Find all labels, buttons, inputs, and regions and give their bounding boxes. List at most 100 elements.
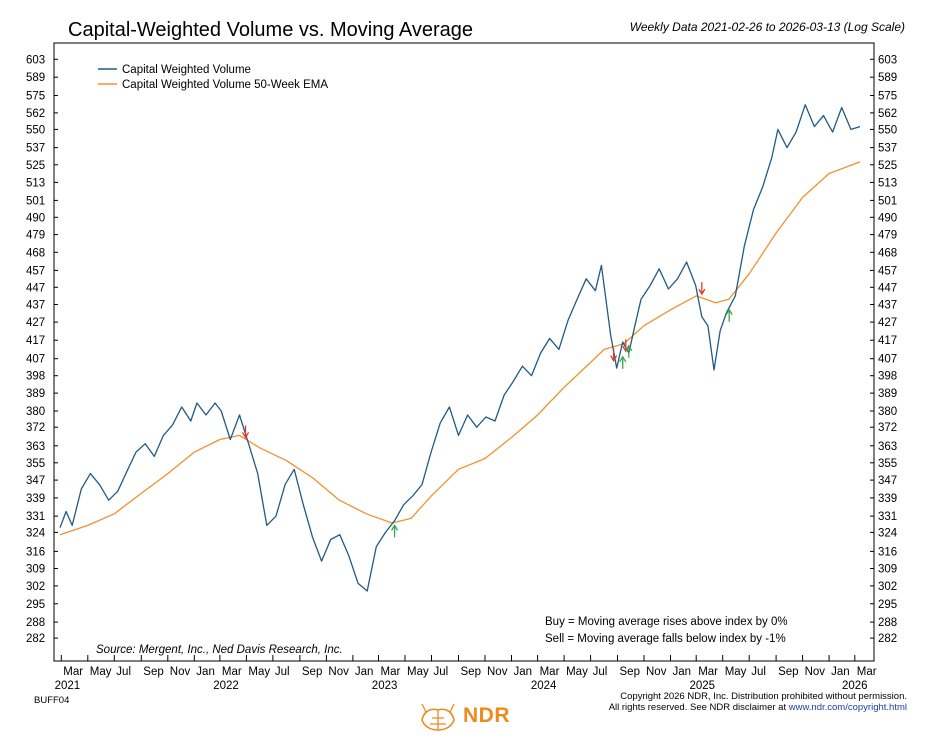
copyright-block: Copyright 2026 NDR, Inc. Distribution pr… <box>609 691 907 713</box>
x-tick-label: Sep <box>620 666 640 678</box>
x-tick-label: Sep <box>461 666 481 678</box>
y-tick-label-right: 347 <box>878 475 897 487</box>
x-tick-label: Mar <box>381 666 401 678</box>
buy-signal-arrow <box>391 524 399 538</box>
chart-subtitle: Weekly Data 2021-02-26 to 2026-03-13 (Lo… <box>630 20 905 34</box>
volume-line <box>59 104 861 592</box>
y-tick-label-right: 575 <box>878 91 897 103</box>
y-tick-label-left: 363 <box>26 441 45 453</box>
x-year-label: 2022 <box>213 680 239 692</box>
legend: Capital Weighted Volume Capital Weighted… <box>98 64 328 91</box>
sell-signal-arrow <box>241 425 250 439</box>
x-tick-label: Sep <box>143 666 163 678</box>
y-tick-label-right: 331 <box>878 511 897 523</box>
buy-signal-arrow <box>619 355 627 369</box>
y-tick-label-right: 513 <box>878 177 897 189</box>
buy-signal-arrow <box>725 308 733 322</box>
x-tick-label: Nov <box>646 666 667 678</box>
y-tick-label-left: 339 <box>26 493 45 505</box>
y-tick-label-right: 282 <box>878 633 897 645</box>
y-tick-label-left: 389 <box>26 388 45 400</box>
y-tick-label-left: 316 <box>26 546 45 558</box>
x-tick-label: Nov <box>487 666 508 678</box>
ema-line <box>59 161 861 536</box>
y-tick-label-right: 457 <box>878 265 897 277</box>
y-tick-label-left: 513 <box>26 177 45 189</box>
y-tick-label-left: 324 <box>26 527 46 539</box>
x-tick-label: Mar <box>540 666 560 678</box>
x-tick-label: Sep <box>302 666 322 678</box>
y-tick-label-left: 407 <box>26 354 45 366</box>
y-tick-label-right: 295 <box>878 599 897 611</box>
x-tick-label: Jan <box>673 666 692 678</box>
y-tick-label-right: 468 <box>878 247 897 259</box>
y-tick-label-left: 417 <box>26 335 45 347</box>
y-tick-label-right: 437 <box>878 300 897 312</box>
x-year-label: 2023 <box>372 680 398 692</box>
x-tick-label: Jan <box>831 666 850 678</box>
y-tick-label-right: 302 <box>878 581 897 593</box>
x-tick-label: Mar <box>857 666 877 678</box>
y-tick-label-left: 589 <box>26 72 45 84</box>
axis-ticks: 603 603 589 589 575 575 562 562 550 550 537 537 525 5… <box>26 54 898 692</box>
x-year-label: 2026 <box>842 680 868 692</box>
series-layer <box>59 104 861 592</box>
x-tick-label: Nov <box>805 666 826 678</box>
source-note: Source: Mergent, Inc., Ned Davis Researc… <box>96 644 343 656</box>
y-tick-label-left: 457 <box>26 265 45 277</box>
x-tick-label: May <box>725 666 747 678</box>
y-tick-label-right: 550 <box>878 124 897 136</box>
y-tick-label-left: 282 <box>26 633 45 645</box>
y-tick-label-right: 355 <box>878 458 897 470</box>
y-tick-label-right: 389 <box>878 388 897 400</box>
x-tick-label: Nov <box>170 666 191 678</box>
x-tick-label: Nov <box>328 666 349 678</box>
y-tick-label-right: 372 <box>878 422 897 434</box>
y-tick-label-right: 525 <box>878 160 897 172</box>
y-tick-label-left: 295 <box>26 599 45 611</box>
x-tick-label: Jan <box>355 666 374 678</box>
y-tick-label-right: 407 <box>878 354 897 366</box>
x-tick-label: Jul <box>593 666 608 678</box>
y-tick-label-right: 309 <box>878 564 897 576</box>
x-tick-label: Jul <box>275 666 290 678</box>
y-tick-label-left: 501 <box>26 195 45 207</box>
x-tick-label: Mar <box>63 666 83 678</box>
legend-label-volume: Capital Weighted Volume <box>122 64 251 76</box>
y-tick-label-left: 603 <box>26 54 45 66</box>
x-year-label: 2024 <box>531 680 557 692</box>
signal-layer <box>241 282 733 538</box>
copyright-line-2-text: All rights reserved. See NDR disclaimer … <box>608 702 789 713</box>
y-tick-label-left: 575 <box>26 91 45 103</box>
x-tick-label: May <box>407 666 429 678</box>
y-tick-label-left: 525 <box>26 160 45 172</box>
sell-signal-arrow <box>698 282 706 296</box>
sell-signal-arrow <box>610 348 618 362</box>
y-tick-label-left: 331 <box>26 511 45 523</box>
x-tick-label: May <box>248 666 270 678</box>
logo-text: NDR <box>463 704 510 727</box>
x-tick-label: May <box>566 666 588 678</box>
sell-signal-arrow <box>622 339 630 353</box>
x-year-label: 2025 <box>689 680 715 692</box>
y-tick-label-right: 447 <box>878 282 897 294</box>
buy-signal-arrow <box>625 344 633 358</box>
copyright-link[interactable]: www.ndr.com/copyright.html <box>788 702 907 713</box>
y-tick-label-left: 302 <box>26 581 45 593</box>
y-tick-label-left: 437 <box>26 300 45 312</box>
y-tick-label-right: 316 <box>878 546 897 558</box>
x-tick-label: Jan <box>196 666 215 678</box>
y-tick-label-right: 380 <box>878 406 897 418</box>
y-tick-label-right: 490 <box>878 212 897 224</box>
y-tick-label-right: 288 <box>878 617 897 629</box>
x-tick-label: Jul <box>116 666 131 678</box>
y-tick-label-left: 427 <box>26 317 45 329</box>
plot-frame <box>53 42 875 662</box>
y-tick-label-right: 501 <box>878 195 897 207</box>
y-tick-label-right: 398 <box>878 371 897 383</box>
y-tick-label-left: 537 <box>26 143 45 155</box>
x-tick-label: May <box>90 666 112 678</box>
y-tick-label-left: 347 <box>26 475 45 487</box>
y-tick-label-right: 427 <box>878 317 897 329</box>
